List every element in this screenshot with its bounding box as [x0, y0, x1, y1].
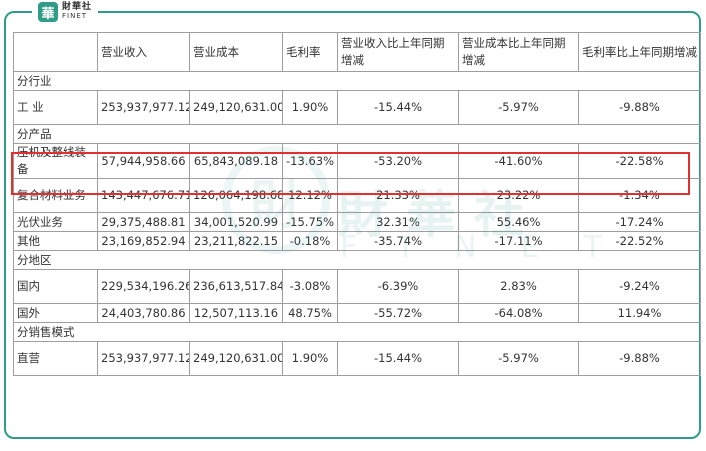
- cell: -53.20%: [337, 143, 459, 179]
- finet-logo: 華 財華社 FINET: [32, 0, 99, 24]
- cell: -6.39%: [337, 269, 459, 304]
- section-row: 分销售模式: [13, 322, 701, 342]
- section-title: 分产品: [13, 124, 701, 144]
- finet-logo-icon: 華: [38, 2, 58, 22]
- cell: -5.97%: [458, 90, 579, 125]
- cell: -64.08%: [458, 303, 579, 323]
- cell: 1.90%: [282, 341, 338, 376]
- cell: 11.94%: [578, 303, 701, 323]
- table-row: 压机及整线装备 57,944,958.66 65,843,089.18 -13.…: [13, 143, 701, 179]
- cell: -3.08%: [282, 269, 338, 304]
- cell: -1.34%: [578, 178, 701, 213]
- header-cell: 毛利率: [282, 32, 338, 72]
- cell: 48.75%: [282, 303, 338, 323]
- cell: 65,843,089.18: [189, 143, 283, 179]
- table-row: 光伏业务 29,375,488.81 34,001,520.99 -15.75%…: [13, 212, 701, 232]
- cell: -13.63%: [282, 143, 338, 179]
- header-cell: 营业成本比上年同期增减: [458, 32, 579, 72]
- header-cell: 营业收入比上年同期增减: [337, 32, 459, 72]
- cell: -17.24%: [578, 212, 701, 232]
- header-cell: 营业成本: [189, 32, 283, 72]
- cell: 253,937,977.12: [97, 90, 190, 125]
- table-row: 直营 253,937,977.12 249,120,631.00 1.90% -…: [13, 341, 701, 376]
- cell: -9.88%: [578, 90, 701, 125]
- section-title: 分行业: [13, 71, 701, 91]
- cell: -0.18%: [282, 231, 338, 251]
- section-title: 分销售模式: [13, 322, 701, 342]
- row-label: 直营: [13, 341, 98, 376]
- table-row: 工 业 253,937,977.12 249,120,631.00 1.90% …: [13, 90, 701, 125]
- row-label: 其他: [13, 231, 98, 251]
- cell: -35.74%: [337, 231, 459, 251]
- cell: 55.46%: [458, 212, 579, 232]
- section-row: 分地区: [13, 250, 701, 270]
- header-cell: 毛利率比上年同期增减: [578, 32, 701, 72]
- cell: 1.90%: [282, 90, 338, 125]
- row-label: 工 业: [13, 90, 98, 125]
- cell: 32.31%: [337, 212, 459, 232]
- header-cell: 营业收入: [97, 32, 190, 72]
- cell: 126,064,198.68: [189, 178, 283, 213]
- highlight-box: [11, 152, 690, 195]
- header-cell: [13, 32, 98, 72]
- table-row: 国内 229,534,196.26 236,613,517.84 -3.08% …: [13, 269, 701, 304]
- section-row: 分行业: [13, 71, 701, 91]
- cell: -22.52%: [578, 231, 701, 251]
- cell: 23,169,852.94: [97, 231, 190, 251]
- cell: -9.88%: [578, 341, 701, 376]
- table-row: 国外 24,403,780.86 12,507,113.16 48.75% -5…: [13, 303, 701, 323]
- cell: -22.58%: [578, 143, 701, 179]
- logo-cn-text: 財華社: [62, 2, 93, 12]
- cell: 21.33%: [337, 178, 459, 213]
- cell: 249,120,631.00: [189, 90, 283, 125]
- table-row: 其他 23,169,852.94 23,211,822.15 -0.18% -3…: [13, 231, 701, 251]
- cell: 236,613,517.84: [189, 269, 283, 304]
- cell: -15.44%: [337, 341, 459, 376]
- cell: -17.11%: [458, 231, 579, 251]
- financial-table: 营业收入 营业成本 毛利率 营业收入比上年同期增减 营业成本比上年同期增减 毛利…: [13, 32, 701, 376]
- logo-en-text: FINET: [62, 12, 88, 20]
- cell: -55.72%: [337, 303, 459, 323]
- cell: 12.12%: [282, 178, 338, 213]
- cell: 12,507,113.16: [189, 303, 283, 323]
- cell: -15.44%: [337, 90, 459, 125]
- row-label: 光伏业务: [13, 212, 98, 232]
- row-label: 复合材料业务: [13, 178, 98, 213]
- cell: 229,534,196.26: [97, 269, 190, 304]
- cell: -5.97%: [458, 341, 579, 376]
- cell: 23,211,822.15: [189, 231, 283, 251]
- section-title: 分地区: [13, 250, 701, 270]
- row-label: 国内: [13, 269, 98, 304]
- cell: 34,001,520.99: [189, 212, 283, 232]
- cell: 253,937,977.12: [97, 341, 190, 376]
- cell: -15.75%: [282, 212, 338, 232]
- cell: 29,375,488.81: [97, 212, 190, 232]
- table-header-row: 营业收入 营业成本 毛利率 营业收入比上年同期增减 营业成本比上年同期增减 毛利…: [13, 32, 701, 72]
- cell: 24,403,780.86: [97, 303, 190, 323]
- section-row: 分产品: [13, 124, 701, 144]
- cell: 57,944,958.66: [97, 143, 190, 179]
- row-label: 国外: [13, 303, 98, 323]
- cell: -9.24%: [578, 269, 701, 304]
- cell: 2.83%: [458, 269, 579, 304]
- cell: 249,120,631.00: [189, 341, 283, 376]
